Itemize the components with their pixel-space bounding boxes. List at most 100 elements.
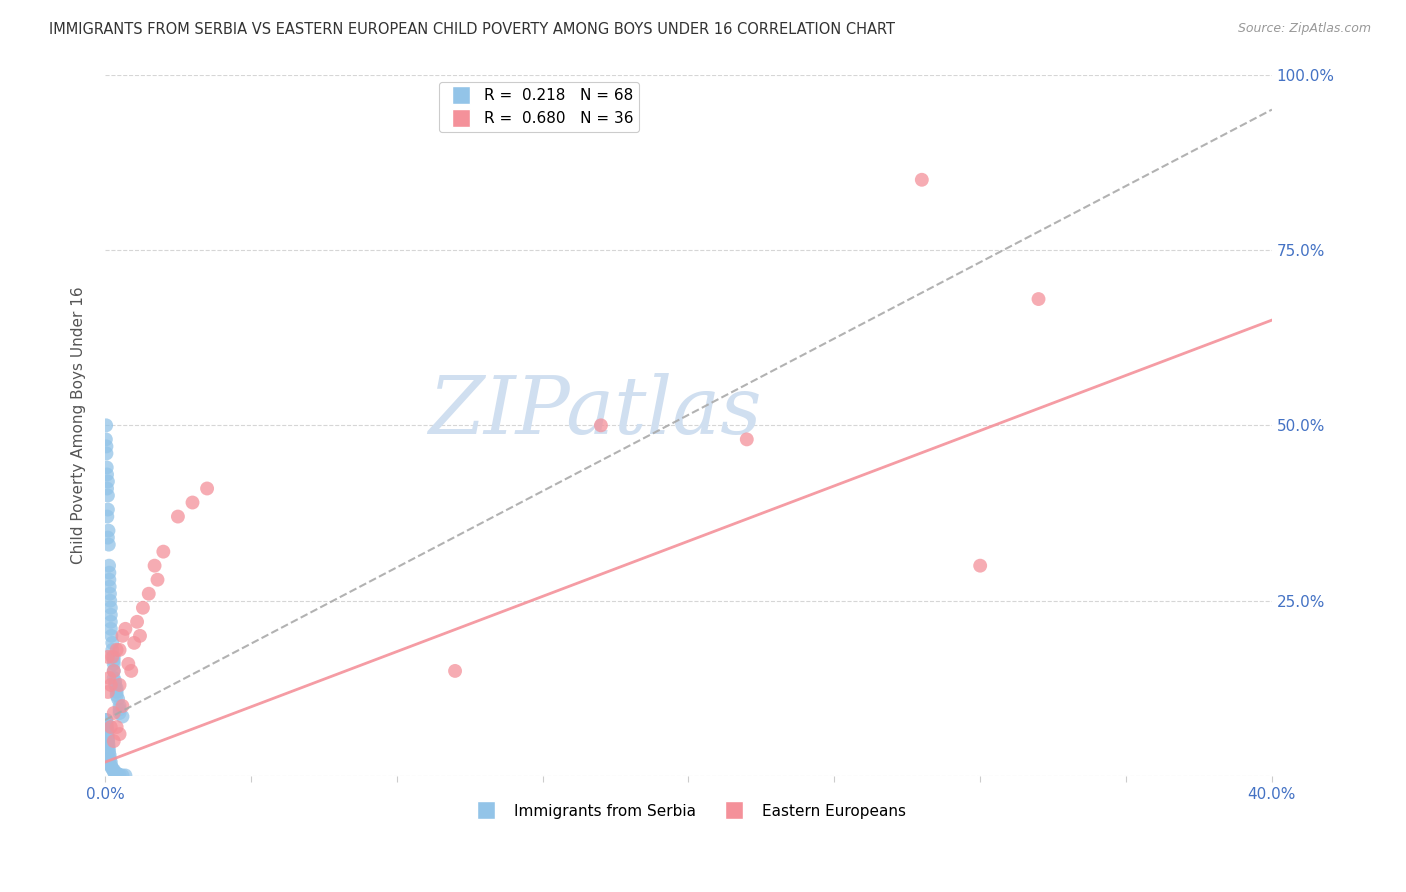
Point bbox=[103, 664, 125, 678]
Point bbox=[97, 741, 120, 756]
Point bbox=[129, 629, 152, 643]
Point bbox=[100, 758, 122, 772]
Y-axis label: Child Poverty Among Boys Under 16: Child Poverty Among Boys Under 16 bbox=[72, 286, 86, 564]
Text: Source: ZipAtlas.com: Source: ZipAtlas.com bbox=[1237, 22, 1371, 36]
Point bbox=[152, 544, 174, 558]
Point bbox=[105, 643, 128, 657]
Point bbox=[97, 731, 120, 745]
Point bbox=[108, 706, 131, 720]
Point bbox=[98, 751, 121, 765]
Point bbox=[96, 509, 118, 524]
Point bbox=[911, 173, 934, 187]
Point bbox=[117, 657, 139, 671]
Point bbox=[108, 698, 131, 713]
Point bbox=[167, 509, 190, 524]
Point bbox=[114, 622, 136, 636]
Point bbox=[589, 418, 612, 433]
Point bbox=[103, 664, 125, 678]
Point bbox=[97, 727, 120, 741]
Point bbox=[735, 433, 758, 447]
Point bbox=[104, 674, 127, 689]
Point bbox=[122, 636, 145, 650]
Point bbox=[132, 600, 155, 615]
Point bbox=[100, 720, 122, 734]
Point bbox=[444, 664, 467, 678]
Point bbox=[96, 418, 118, 433]
Point bbox=[111, 698, 134, 713]
Point bbox=[98, 558, 121, 573]
Point bbox=[97, 738, 120, 752]
Point bbox=[108, 643, 131, 657]
Point bbox=[111, 768, 134, 782]
Point bbox=[97, 475, 120, 489]
Point bbox=[96, 482, 118, 496]
Point bbox=[100, 629, 122, 643]
Point bbox=[195, 482, 218, 496]
Point bbox=[96, 439, 118, 453]
Point bbox=[100, 760, 122, 774]
Point bbox=[103, 765, 125, 780]
Point bbox=[101, 643, 124, 657]
Point bbox=[101, 761, 124, 775]
Point bbox=[105, 681, 128, 696]
Point bbox=[107, 767, 129, 781]
Point bbox=[1028, 292, 1050, 306]
Point bbox=[111, 629, 134, 643]
Point bbox=[101, 636, 124, 650]
Point bbox=[98, 580, 121, 594]
Point bbox=[103, 649, 125, 664]
Point bbox=[100, 678, 122, 692]
Point bbox=[98, 573, 121, 587]
Point bbox=[125, 615, 148, 629]
Point bbox=[138, 587, 160, 601]
Text: ZIPatlas: ZIPatlas bbox=[429, 373, 762, 450]
Point bbox=[103, 763, 125, 777]
Point bbox=[100, 622, 122, 636]
Point bbox=[143, 558, 166, 573]
Point bbox=[94, 713, 117, 727]
Legend: Immigrants from Serbia, Eastern Europeans: Immigrants from Serbia, Eastern European… bbox=[465, 797, 912, 825]
Text: IMMIGRANTS FROM SERBIA VS EASTERN EUROPEAN CHILD POVERTY AMONG BOYS UNDER 16 COR: IMMIGRANTS FROM SERBIA VS EASTERN EUROPE… bbox=[49, 22, 896, 37]
Point bbox=[97, 649, 120, 664]
Point bbox=[96, 467, 118, 482]
Point bbox=[103, 706, 125, 720]
Point bbox=[97, 531, 120, 545]
Point bbox=[96, 716, 118, 731]
Point bbox=[97, 685, 120, 699]
Point bbox=[104, 678, 127, 692]
Point bbox=[103, 653, 125, 667]
Point bbox=[97, 489, 120, 503]
Point bbox=[97, 734, 120, 748]
Point bbox=[146, 573, 169, 587]
Point bbox=[97, 734, 120, 748]
Point bbox=[111, 709, 134, 723]
Point bbox=[107, 692, 129, 706]
Point bbox=[100, 615, 122, 629]
Point bbox=[103, 657, 125, 671]
Point bbox=[98, 587, 121, 601]
Point bbox=[108, 768, 131, 782]
Point bbox=[97, 524, 120, 538]
Point bbox=[98, 671, 121, 685]
Point bbox=[98, 745, 121, 759]
Point bbox=[94, 433, 117, 447]
Point bbox=[103, 764, 125, 779]
Point bbox=[96, 720, 118, 734]
Point bbox=[98, 748, 121, 763]
Point bbox=[120, 664, 142, 678]
Point bbox=[969, 558, 991, 573]
Point bbox=[108, 702, 131, 716]
Point bbox=[96, 460, 118, 475]
Point bbox=[96, 446, 118, 460]
Point bbox=[98, 566, 121, 580]
Point bbox=[114, 768, 136, 782]
Point bbox=[181, 495, 204, 509]
Point bbox=[98, 593, 121, 607]
Point bbox=[105, 720, 128, 734]
Point bbox=[100, 600, 122, 615]
Point bbox=[97, 538, 120, 552]
Point bbox=[103, 734, 125, 748]
Point bbox=[100, 755, 122, 769]
Point bbox=[108, 678, 131, 692]
Point bbox=[97, 502, 120, 516]
